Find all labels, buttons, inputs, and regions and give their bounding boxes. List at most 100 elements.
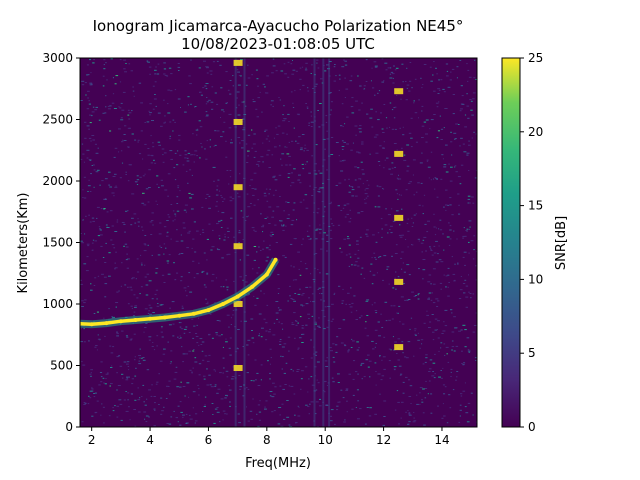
noise-pixel <box>299 149 303 151</box>
noise-pixel <box>130 289 133 291</box>
noise-pixel <box>468 351 471 353</box>
noise-pixel <box>354 166 357 168</box>
noise-pixel <box>122 139 124 141</box>
noise-pixel <box>434 329 438 331</box>
noise-pixel <box>204 85 207 87</box>
noise-pixel <box>176 196 179 198</box>
noise-pixel <box>271 216 274 218</box>
noise-pixel <box>141 202 145 204</box>
noise-pixel <box>226 314 230 316</box>
noise-pixel <box>317 67 320 69</box>
noise-pixel <box>411 244 414 246</box>
noise-pixel <box>272 105 274 107</box>
noise-pixel <box>82 197 84 198</box>
noise-pixel <box>203 284 206 286</box>
noise-pixel <box>451 346 455 348</box>
noise-pixel <box>118 399 122 401</box>
noise-pixel <box>408 132 412 134</box>
noise-pixel <box>154 402 156 404</box>
noise-pixel <box>134 375 137 377</box>
noise-pixel <box>343 421 346 423</box>
noise-pixel <box>100 414 102 416</box>
noise-pixel <box>214 408 218 410</box>
noise-pixel <box>367 354 370 356</box>
noise-pixel <box>177 187 179 189</box>
noise-pixel <box>408 414 412 416</box>
noise-pixel <box>146 273 150 275</box>
noise-pixel <box>90 140 92 142</box>
noise-pixel <box>229 389 232 391</box>
noise-pixel <box>141 226 143 228</box>
noise-pixel <box>148 169 151 171</box>
noise-pixel <box>220 136 223 138</box>
noise-pixel <box>460 103 464 105</box>
noise-pixel <box>188 350 192 352</box>
noise-pixel <box>154 69 157 71</box>
noise-pixel <box>429 246 431 248</box>
noise-pixel <box>307 391 309 393</box>
noise-pixel <box>112 407 114 409</box>
trace-point <box>273 257 278 262</box>
noise-pixel <box>103 422 105 424</box>
noise-pixel <box>85 94 87 96</box>
noise-pixel <box>469 99 472 101</box>
noise-pixel <box>301 370 304 372</box>
noise-pixel <box>145 323 148 324</box>
noise-pixel <box>363 85 366 87</box>
noise-pixel <box>83 402 86 403</box>
noise-pixel <box>475 360 477 361</box>
noise-pixel <box>174 121 176 123</box>
noise-pixel <box>205 303 209 305</box>
noise-pixel <box>257 199 259 201</box>
noise-pixel <box>306 106 309 108</box>
noise-pixel <box>125 174 127 175</box>
noise-pixel <box>91 388 94 390</box>
noise-pixel <box>86 108 90 110</box>
noise-pixel <box>90 72 92 74</box>
noise-pixel <box>323 222 325 224</box>
noise-pixel <box>131 378 134 380</box>
noise-pixel <box>356 243 359 245</box>
noise-pixel <box>190 193 194 195</box>
noise-pixel <box>82 219 84 221</box>
noise-pixel <box>417 339 420 341</box>
noise-pixel <box>443 321 445 323</box>
noise-pixel <box>350 186 354 187</box>
noise-pixel <box>304 144 306 146</box>
noise-pixel <box>407 341 411 343</box>
noise-pixel <box>150 395 153 397</box>
noise-pixel <box>396 390 399 392</box>
noise-pixel <box>425 354 428 356</box>
noise-pixel <box>394 69 397 71</box>
noise-pixel <box>350 347 353 348</box>
noise-pixel <box>112 346 115 348</box>
noise-pixel <box>447 286 449 288</box>
noise-pixel <box>314 116 316 118</box>
noise-pixel <box>410 317 413 319</box>
noise-pixel <box>304 69 308 71</box>
noise-pixel <box>178 322 180 324</box>
noise-pixel <box>279 385 282 387</box>
noise-pixel <box>385 320 388 322</box>
noise-pixel <box>94 143 97 145</box>
noise-pixel <box>285 201 288 203</box>
noise-pixel <box>211 108 214 110</box>
noise-pixel <box>112 93 115 95</box>
noise-pixel <box>185 413 188 415</box>
noise-pixel <box>301 333 305 335</box>
noise-pixel <box>297 347 300 349</box>
noise-pixel <box>296 142 300 144</box>
noise-pixel <box>177 421 179 423</box>
noise-pixel <box>402 126 404 128</box>
noise-pixel <box>278 407 282 408</box>
noise-pixel <box>444 354 446 356</box>
noise-pixel <box>102 406 105 408</box>
noise-pixel <box>175 240 179 242</box>
noise-pixel <box>379 145 382 147</box>
noise-pixel <box>103 208 106 210</box>
noise-pixel <box>89 82 93 84</box>
noise-pixel <box>124 243 128 245</box>
noise-pixel <box>87 191 89 192</box>
noise-pixel <box>340 170 344 172</box>
